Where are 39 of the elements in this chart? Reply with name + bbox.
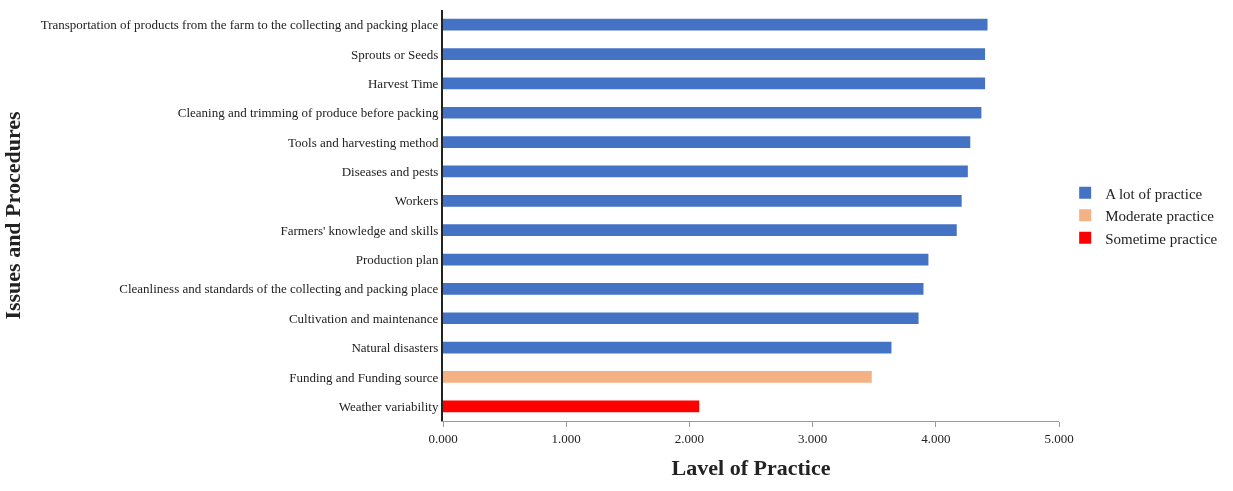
y-tick-label: Cultivation and maintenance xyxy=(288,310,439,326)
bar xyxy=(443,106,982,119)
bar xyxy=(443,48,986,60)
bar xyxy=(443,77,986,90)
y-tick-label: Transportation of products from the farm to the collecting and packing place xyxy=(40,17,439,33)
y-tick-label: Workers xyxy=(394,193,439,209)
legend-label: A lot of practice xyxy=(1105,185,1203,202)
bar xyxy=(443,312,919,325)
x-tick-label: 2.000 xyxy=(674,430,705,446)
y-tick-label: Funding and Funding source xyxy=(289,369,439,385)
y-tick-label: Farmers' knowledge and skills xyxy=(280,222,439,238)
bar xyxy=(443,341,892,354)
y-tick-label: Tools and harvesting method xyxy=(288,134,439,150)
y-tick-label: Cleanliness and standards of the collecting and packing place xyxy=(119,281,439,297)
y-tick-label: Production plan xyxy=(355,252,439,268)
legend-label: Sometime practice xyxy=(1105,230,1218,247)
y-tick-label: Sprouts or Seeds xyxy=(351,46,439,62)
bar xyxy=(443,136,971,148)
y-tick-label: Harvest Time xyxy=(367,75,439,91)
y-tick-label: Cleaning and trimming of produce before packing xyxy=(177,105,439,121)
y-axis-title: Issues and Procedures xyxy=(0,110,25,320)
legend-label: Moderate practice xyxy=(1105,208,1215,225)
bar xyxy=(443,400,700,413)
bar xyxy=(443,18,988,31)
x-axis-title: Lavel of Practice xyxy=(671,455,831,481)
y-tick-label: Diseases and pests xyxy=(341,164,439,180)
bar xyxy=(443,253,929,266)
y-tick-label: Weather variability xyxy=(338,398,439,414)
bar xyxy=(443,194,962,207)
bar xyxy=(443,371,872,383)
bar xyxy=(443,165,968,178)
x-tick-label: 0.000 xyxy=(428,430,458,446)
x-tick-label: 5.000 xyxy=(1044,430,1074,446)
x-tick-label: 4.000 xyxy=(921,430,951,446)
bar xyxy=(443,224,957,237)
x-tick-label: 1.000 xyxy=(551,430,581,446)
x-tick-label: 3.000 xyxy=(797,430,828,446)
y-tick-label: Natural disasters xyxy=(351,340,439,356)
bar xyxy=(443,283,924,295)
